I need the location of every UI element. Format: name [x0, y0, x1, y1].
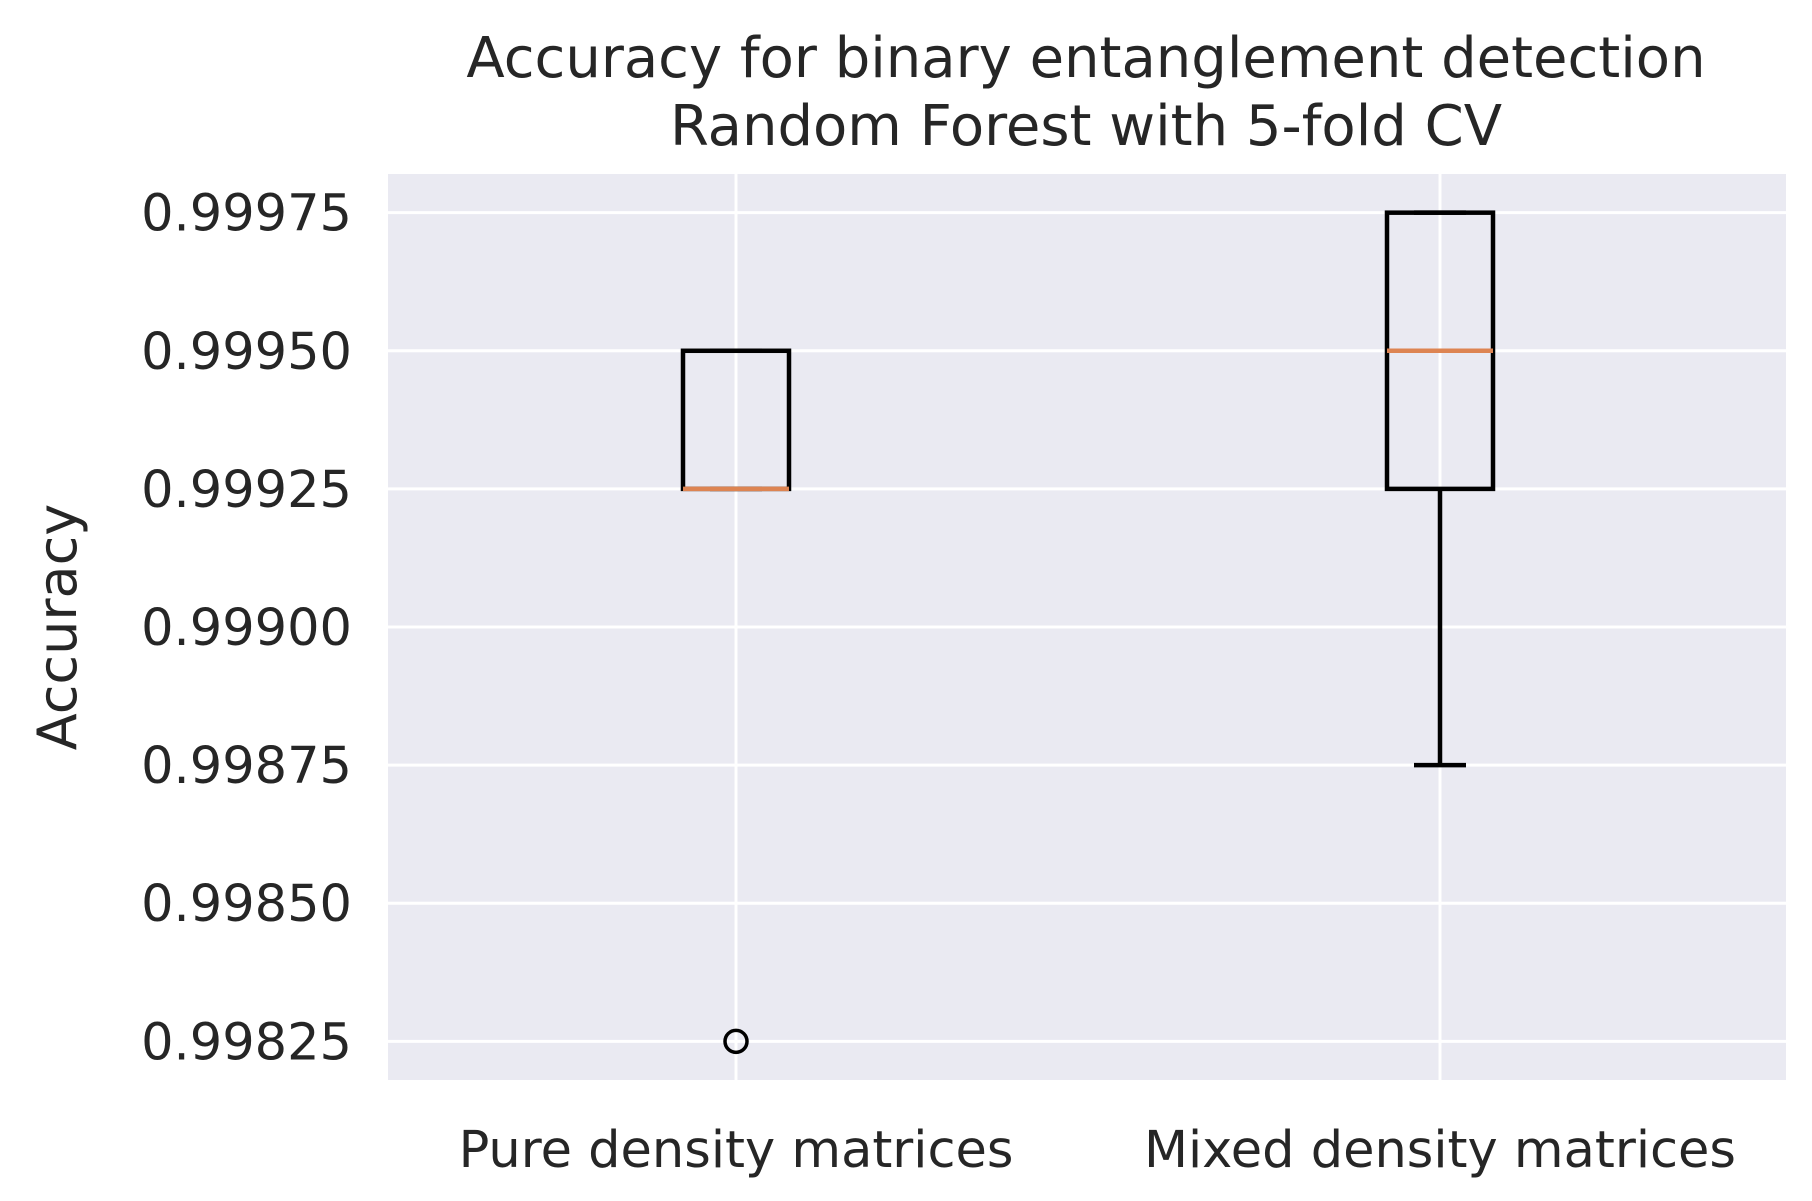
y-tick-label: 0.99825: [141, 1013, 352, 1072]
y-axis-label: Accuracy: [26, 504, 89, 751]
grid-lines: [388, 174, 1786, 1080]
y-tick-label: 0.99875: [141, 737, 352, 796]
y-tick-label: 0.99900: [141, 599, 352, 658]
y-tick-label: 0.99925: [141, 461, 352, 520]
y-tick-label: 0.99975: [141, 185, 352, 244]
box-group: [680, 348, 792, 1055]
x-tick-label: Pure density matrices: [459, 1121, 1014, 1180]
chart-title: Accuracy for binary entanglement detecti…: [466, 26, 1705, 91]
y-tick-label: 0.99950: [141, 323, 352, 382]
x-tick-label: Mixed density matrices: [1144, 1121, 1736, 1180]
y-tick-label: 0.99850: [141, 875, 352, 934]
tick-labels: 0.99825 0.99850 0.99875 0.99900 0.99925 0.999…: [141, 185, 1736, 1180]
boxes: [680, 210, 1496, 1055]
chart-subtitle: Random Forest with 5-fold CV: [670, 94, 1502, 159]
box-group: [1384, 210, 1496, 768]
outlier-point: [723, 1028, 749, 1055]
